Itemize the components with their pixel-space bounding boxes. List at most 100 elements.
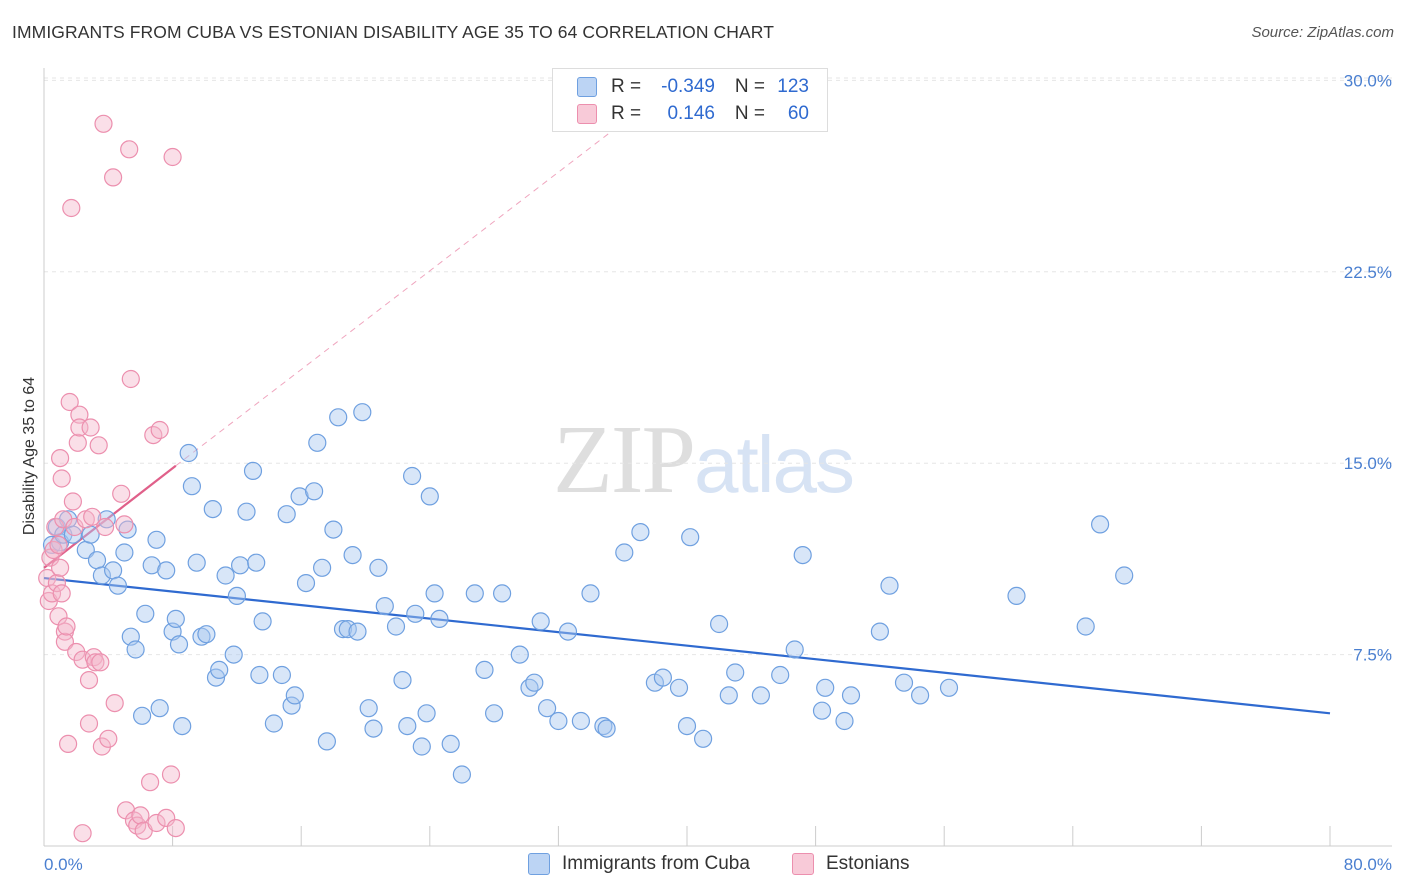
cuba-point [485,704,504,723]
estonian-point [70,405,89,424]
estonian-point [50,449,70,468]
estonian-point [121,369,140,389]
bottom-legend-cuba: Immigrants from Cuba [528,851,750,877]
cuba-point [709,614,729,634]
cuba-point [136,604,155,623]
y-tick-label: 22.5% [1344,263,1392,282]
estonian-point [99,729,118,748]
cuba-point [317,732,336,751]
cuba-point [324,520,343,539]
cuba-point [1090,515,1110,534]
cuba-point [277,505,296,524]
cuba-point [353,403,372,422]
cuba-point [227,586,246,606]
estonian-point [79,714,99,733]
cuba-point [631,522,650,542]
cuba-point [597,719,616,738]
cuba-point [329,408,348,427]
cuba-point [719,686,738,705]
cuba-point [594,716,613,736]
data-points [38,114,1134,843]
estonian-point [94,114,113,133]
cuba-point [816,678,835,697]
cuba-point [63,525,83,544]
estonian-point [86,653,105,672]
watermark-atlas: atlas [694,420,855,509]
bottom-legend-label-estonians: Estonians [826,853,910,874]
legend-n-label: N = [734,76,765,97]
x-tick-label-min: 0.0% [44,855,83,874]
cuba-point [333,619,353,639]
estonian-point [73,824,92,843]
bottom-legend-estonians: Estonians [792,851,909,877]
cuba-point [343,545,362,565]
estonian-trend-line [43,464,177,569]
cuba-point [369,558,388,577]
legend-n-value: 123 [777,76,809,97]
estonian-point [42,584,62,603]
cuba-point [142,556,161,575]
cuba-point [615,543,634,562]
cuba-point [216,566,235,585]
cuba-point [841,686,861,705]
cuba-point [166,609,185,629]
cuba-point [348,622,367,641]
cuba-point [558,622,578,641]
estonian-point [55,632,75,651]
cuba-point [173,716,192,736]
cuba-point [237,502,256,521]
cuba-point [726,663,745,682]
cuba-point [669,678,689,697]
estonian-point [103,168,123,187]
legend-r-label: R = [611,76,642,97]
cuba-point [870,622,890,641]
watermark-zip: ZIP [553,406,696,514]
estonian-point [68,433,87,452]
legend-r-label: R = [611,103,642,124]
cuba-trend-line [43,576,1331,715]
cuba-point [157,561,176,580]
estonian-point [166,818,185,838]
cuba-point [264,714,283,733]
cuba-point [253,612,272,631]
cuba-point [537,699,557,718]
cuba-point [308,433,327,452]
cuba-point [493,584,512,603]
estonian-point [81,418,100,437]
cuba-point [224,645,243,664]
cuba-point [939,678,959,697]
tick-labels: 7.5% 15.0% 22.5% 30.0% 0.0% 80.0% [44,71,1392,874]
cuba-point [425,584,444,603]
cuba-point [247,553,266,572]
cuba-point [1076,617,1095,636]
x-tick-label-max: 80.0% [1344,855,1392,874]
cuba-point [771,665,790,685]
cuba-point [118,520,137,539]
cuba-point [525,673,544,692]
bottom-legend-swatch-cuba [528,853,550,875]
source-label: Source: ZipAtlas.com [1251,24,1394,41]
estonian-point [58,734,78,754]
y-tick-label: 15.0% [1344,454,1392,473]
estonian-point [49,535,68,555]
estonian-point [62,198,81,218]
cuba-point [150,699,169,718]
cuba-point [133,706,152,725]
cuba-point [452,765,471,784]
cuba-point [465,584,484,603]
cuba-point [285,686,304,705]
estonian-point [131,806,150,825]
cuba-point [793,545,812,565]
legend-row-estonians: R = 0.146 N = 60 [577,101,809,127]
cuba-point [677,716,697,736]
cuba-point [549,711,568,731]
estonian-point [79,670,99,690]
cuba-point [192,627,211,646]
estonian-point [95,517,115,537]
legend-r-value: -0.349 [661,76,715,97]
estonian-point [105,693,124,713]
cuba-point [231,556,250,575]
cuba-point [305,482,324,501]
cuba-point [313,558,332,577]
